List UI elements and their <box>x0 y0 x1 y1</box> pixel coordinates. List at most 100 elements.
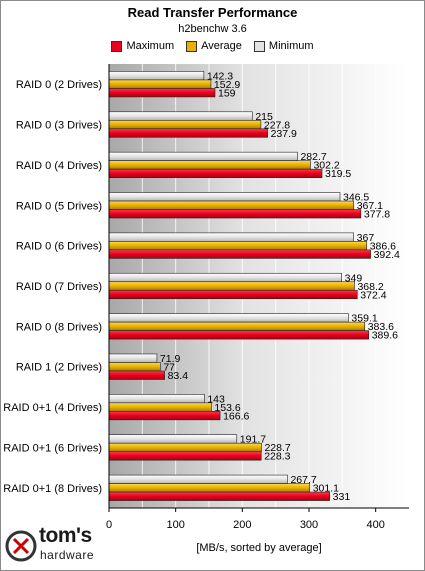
x-axis-label: [MB/s, sorted by average] <box>196 542 321 554</box>
data-label-maximum: 389.6 <box>372 330 398 342</box>
category-label: RAID 0+1 (8 Drives) <box>3 483 102 495</box>
bar-maximum <box>108 209 362 219</box>
category-label: RAID 0 (6 Drives) <box>16 241 102 253</box>
legend-swatch-minimum <box>253 40 265 52</box>
bar-maximum <box>108 491 330 501</box>
category-label: RAID 0 (4 Drives) <box>16 160 102 172</box>
data-label-maximum: 83.4 <box>168 370 189 382</box>
data-label-average: 228.7 <box>264 442 290 454</box>
x-tick-label: 0 <box>106 519 112 531</box>
data-label-maximum: 392.4 <box>374 249 400 261</box>
category-label: RAID 0 (8 Drives) <box>16 321 102 333</box>
data-label-minimum: 282.7 <box>300 151 326 163</box>
category-label: RAID 0 (5 Drives) <box>16 200 102 212</box>
x-tick-label: 400 <box>366 519 384 531</box>
bar-maximum <box>108 128 268 138</box>
bar-average <box>108 362 161 372</box>
bar-maximum <box>108 88 216 98</box>
x-tick-label: 200 <box>233 519 251 531</box>
bar-average <box>108 402 212 412</box>
bar-minimum <box>108 151 298 161</box>
bar-average <box>108 281 355 291</box>
bar-maximum <box>108 330 370 340</box>
bar-minimum <box>108 111 253 121</box>
x-tick-label: 300 <box>300 519 318 531</box>
bar-maximum <box>108 249 371 259</box>
data-label-minimum: 367 <box>357 232 375 244</box>
category-label: RAID 0+1 (4 Drives) <box>3 402 102 414</box>
bar-minimum <box>108 272 342 283</box>
chart-subtitle: h2benchw 3.6 <box>178 23 247 35</box>
bar-minimum <box>108 71 205 81</box>
x-tick-label: 100 <box>166 519 184 531</box>
category-label: RAID 0 (7 Drives) <box>16 281 102 293</box>
bar-average <box>108 483 311 493</box>
data-label-minimum: 71.9 <box>160 353 181 365</box>
legend-item-average: Average <box>186 40 242 52</box>
data-label-average: 77 <box>163 361 175 373</box>
data-label-average: 302.2 <box>313 160 339 172</box>
data-label-average: 153.6 <box>214 402 240 414</box>
data-label-minimum: 349 <box>345 272 363 284</box>
bar-minimum <box>108 313 349 323</box>
category-label: RAID 0 (2 Drives) <box>16 79 102 91</box>
data-label-minimum: 191.7 <box>240 434 266 446</box>
bar-minimum <box>108 232 354 242</box>
legend-swatch-maximum <box>111 40 123 52</box>
logo-text-toms: tom's <box>39 524 92 547</box>
category-label: RAID 0+1 (6 Drives) <box>3 442 102 454</box>
bar-average <box>108 321 366 331</box>
data-label-maximum: 237.9 <box>271 128 297 140</box>
bar-average <box>108 160 311 170</box>
bar-average <box>108 442 262 453</box>
legend-item-minimum: Minimum <box>253 40 314 52</box>
logo-text-hardware: hardware <box>40 548 95 562</box>
legend-swatch-average <box>186 40 198 52</box>
bar-minimum <box>108 474 288 484</box>
legend-label-maximum: Maximum <box>126 40 175 52</box>
bar-maximum <box>108 289 358 300</box>
data-label-maximum: 377.8 <box>364 209 390 221</box>
bar-average <box>108 241 368 251</box>
bar-maximum <box>108 411 221 421</box>
bar-maximum <box>108 168 323 178</box>
toms-hardware-logo: tom's hardware <box>5 524 115 568</box>
data-label-average: 386.6 <box>370 240 396 252</box>
bar-maximum <box>108 370 165 380</box>
data-label-average: 368.2 <box>357 281 383 293</box>
bar-average <box>108 200 355 210</box>
bar-minimum <box>108 434 238 444</box>
data-label-average: 152.9 <box>214 79 240 91</box>
bar-minimum <box>108 353 158 363</box>
data-label-maximum: 159 <box>218 87 236 99</box>
data-label-minimum: 142.3 <box>207 70 233 82</box>
legend-label-minimum: Minimum <box>268 40 314 52</box>
chart-title: Read Transfer Performance <box>127 5 298 20</box>
category-label: RAID 1 (2 Drives) <box>16 362 102 374</box>
data-label-minimum: 143 <box>207 393 225 405</box>
bar-minimum <box>108 192 341 202</box>
data-label-maximum: 319.5 <box>325 168 351 180</box>
data-label-minimum: 346.5 <box>343 192 369 204</box>
bar-average <box>108 79 212 89</box>
data-label-average: 383.6 <box>368 321 394 333</box>
data-label-minimum: 359.1 <box>351 313 377 325</box>
data-label-average: 367.1 <box>357 200 383 212</box>
data-label-maximum: 331 <box>333 491 351 503</box>
axes: RAID 0 (2 Drives) RAID 0 (3 Drives) RAID 0… <box>3 64 409 531</box>
category-label: RAID 0 (3 Drives) <box>16 120 102 132</box>
data-label-minimum: 267.7 <box>290 474 316 486</box>
data-label-average: 301.1 <box>313 483 339 495</box>
data-label-maximum: 166.6 <box>223 410 249 422</box>
logo-icon <box>5 530 37 562</box>
data-label-maximum: 372.4 <box>360 289 386 301</box>
data-label-maximum: 228.3 <box>264 451 290 463</box>
data-label-minimum: 215 <box>255 111 273 123</box>
legend-label-average: Average <box>201 40 242 52</box>
chart-legend: Maximum Average Minimum <box>0 40 425 52</box>
bar-average <box>108 119 262 130</box>
bar-maximum <box>108 451 262 461</box>
legend-item-maximum: Maximum <box>111 40 174 52</box>
